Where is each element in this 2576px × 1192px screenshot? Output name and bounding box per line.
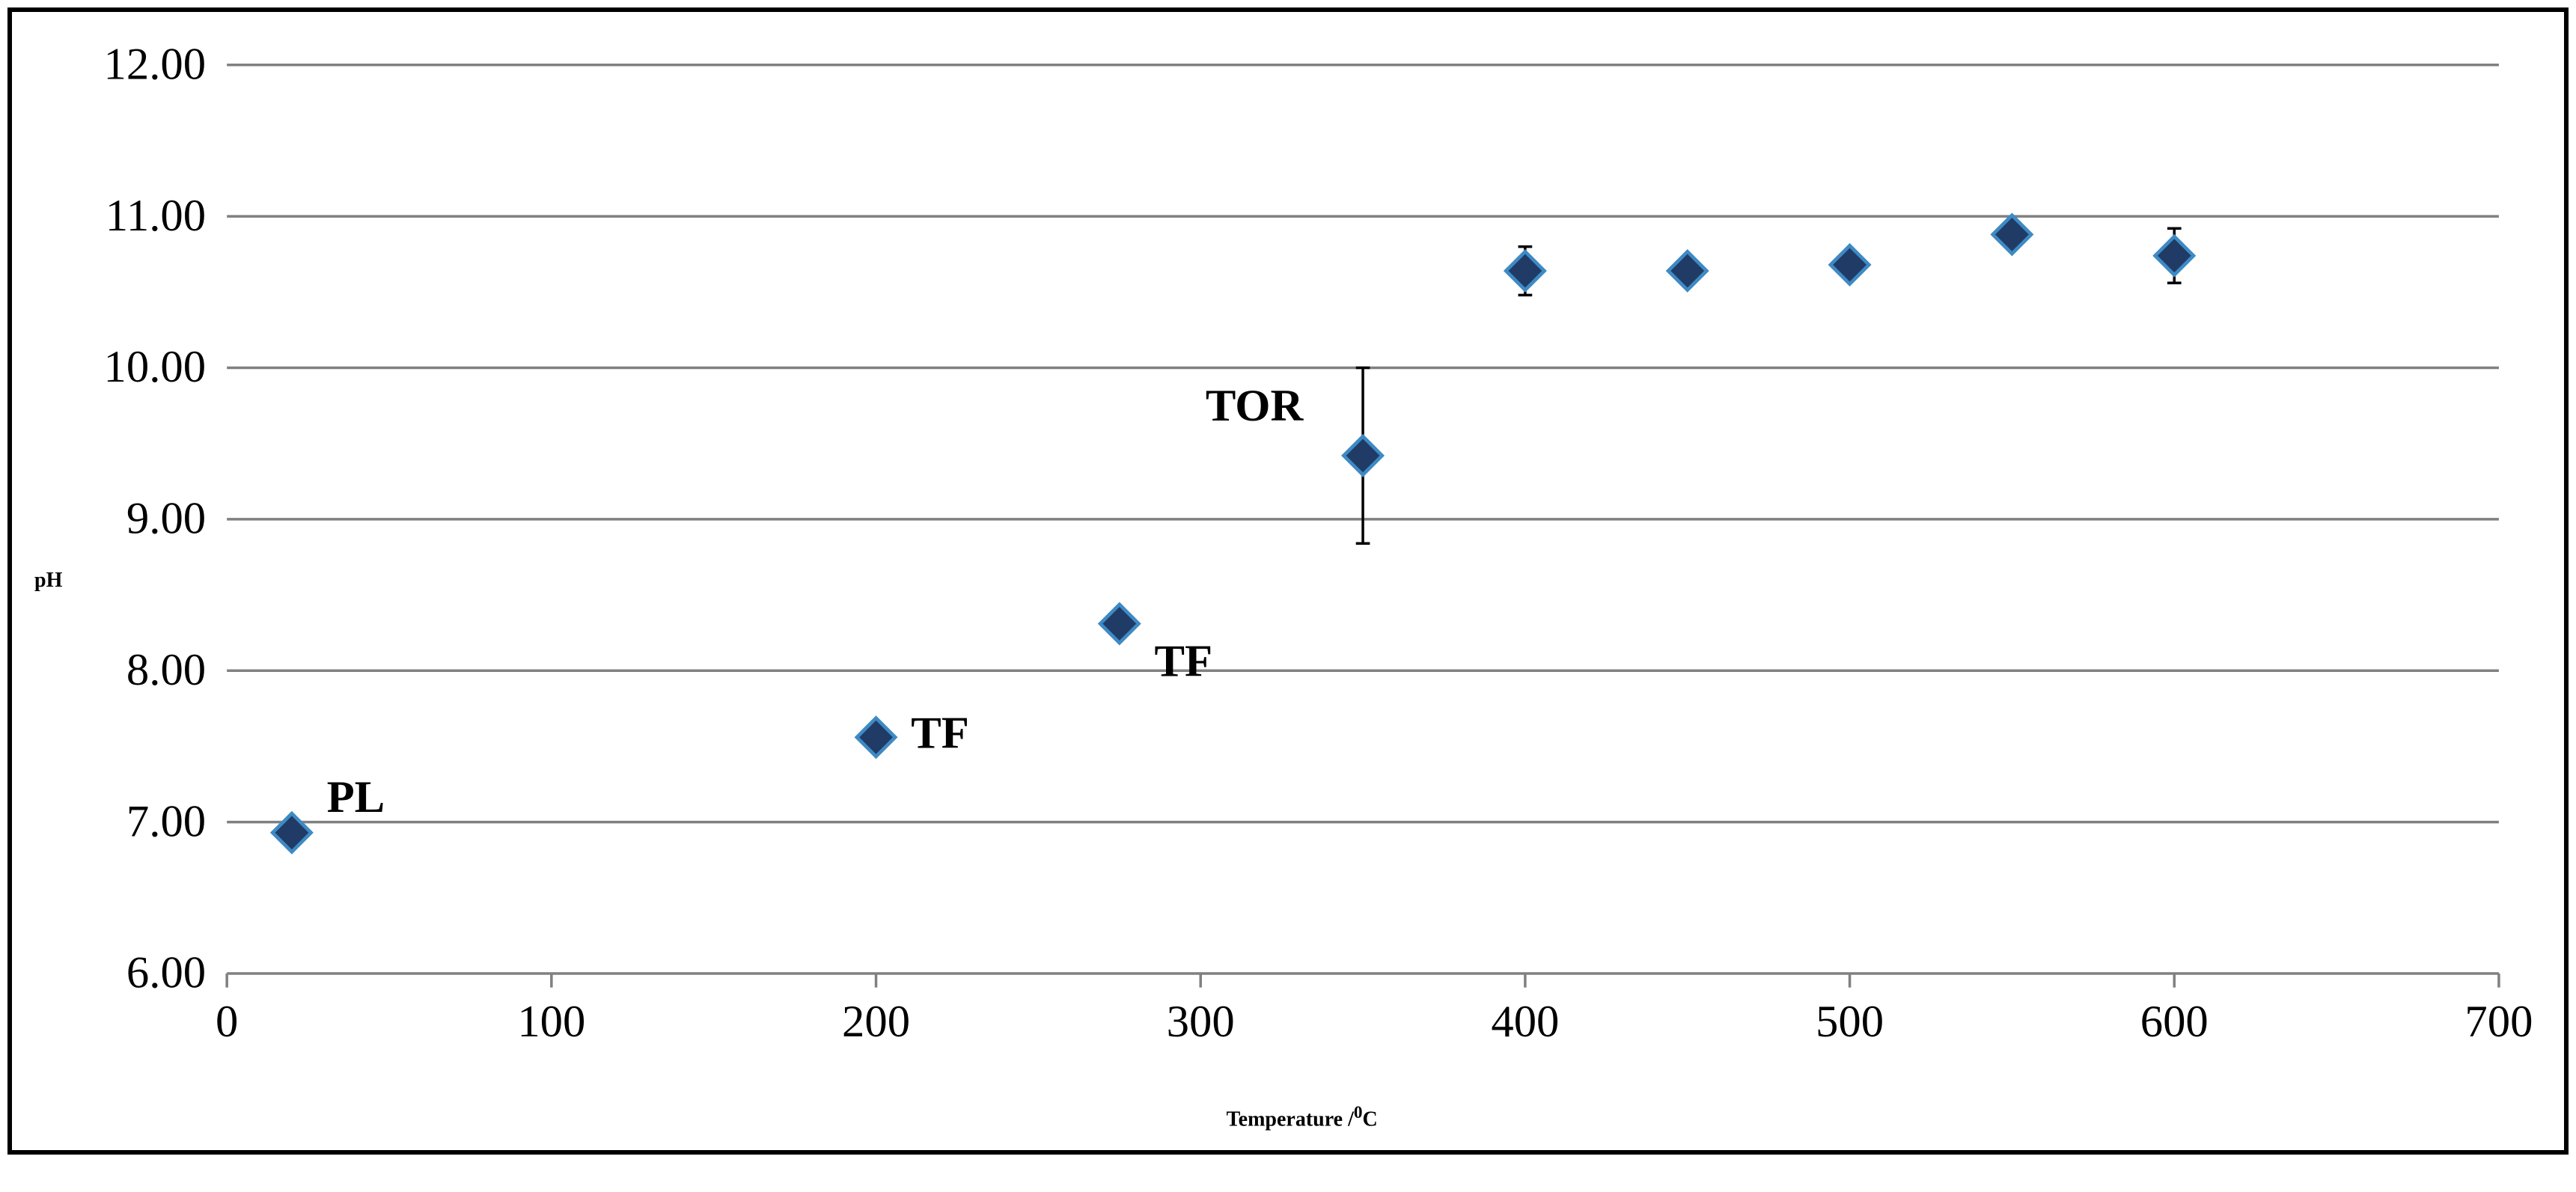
chart-body: pH 6.00 7.00 8.00 9.00 10.00 11.00 12.00 0 100 20… — [34, 30, 2534, 1132]
data-point-label: TOR — [1206, 381, 1304, 431]
data-point-label: PL — [327, 772, 385, 822]
data-point-marker — [1993, 216, 2031, 254]
data-point-marker — [1344, 436, 1382, 474]
data-point-marker — [1100, 605, 1138, 643]
data-point-marker — [1668, 251, 1706, 290]
data-point-label: TF — [912, 708, 970, 758]
x-axis-title-super: 0 — [1354, 1103, 1363, 1122]
x-tick-label: 500 — [1816, 997, 1884, 1047]
chart-outer-frame: pH 6.00 7.00 8.00 9.00 10.00 11.00 12.00 0 100 20… — [0, 0, 2576, 1162]
x-axis-title: Temperature /0C — [70, 1103, 2534, 1131]
x-tick-label: 600 — [2140, 997, 2209, 1047]
data-point-marker — [273, 813, 311, 852]
x-tick-label: 0 — [216, 997, 238, 1047]
data-point-marker — [1831, 245, 1869, 284]
y-tick-label: 6.00 — [126, 948, 206, 998]
y-axis-title: pH — [34, 569, 70, 593]
x-axis-title-prefix: Temperature / — [1227, 1108, 1354, 1131]
x-tick-label: 700 — [2465, 997, 2533, 1047]
x-axis-title-suffix: C — [1363, 1108, 1378, 1131]
data-point-marker — [2155, 236, 2194, 275]
y-tick-label: 9.00 — [126, 494, 206, 544]
data-point-marker — [857, 718, 895, 757]
x-tick-label: 200 — [842, 997, 910, 1047]
chart-inner-frame: pH 6.00 7.00 8.00 9.00 10.00 11.00 12.00 0 100 20… — [7, 7, 2569, 1155]
x-tick-label: 100 — [518, 997, 586, 1047]
y-tick-label: 10.00 — [104, 342, 207, 392]
y-tick-label: 7.00 — [126, 796, 206, 846]
x-tick-label: 300 — [1167, 997, 1235, 1047]
data-point-label: TF — [1155, 637, 1213, 687]
scatter-plot: 6.00 7.00 8.00 9.00 10.00 11.00 12.00 0 100 200 30… — [70, 30, 2534, 1095]
y-tick-label: 12.00 — [104, 39, 207, 89]
x-tick-label: 400 — [1492, 997, 1560, 1047]
y-tick-label: 8.00 — [126, 645, 206, 695]
plot-container: 6.00 7.00 8.00 9.00 10.00 11.00 12.00 0 100 200 30… — [70, 30, 2534, 1132]
data-point-marker — [1507, 251, 1545, 290]
y-tick-label: 11.00 — [106, 191, 206, 241]
